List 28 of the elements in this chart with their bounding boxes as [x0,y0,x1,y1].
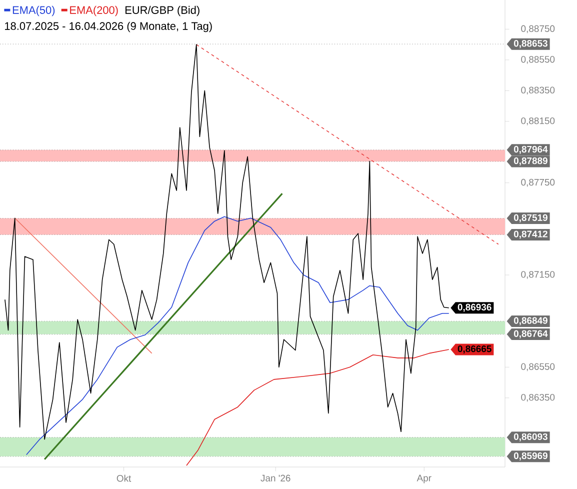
y-tick-label: 0,88550 [521,56,555,64]
legend-label: EMA(200) [70,6,118,16]
y-tick-label: 0,86350 [521,394,555,402]
ref-line-label: 0,86764 [514,330,548,338]
data-label: 0,86665 [458,345,492,354]
data-label: 0,86936 [458,304,492,312]
ref-line-label: 0,87519 [514,214,548,222]
ref-line-label: 0,86849 [514,317,548,326]
line-series [26,216,450,456]
y-tick-label: 0,86550 [521,363,555,372]
y-tick-label: 0,88150 [521,117,555,126]
y-tick-label: 0,88350 [521,86,555,95]
ref-line-label: 0,86093 [514,433,548,442]
line-series [186,349,450,466]
ref-line-label: 0,85969 [514,452,548,460]
ref-line-label: 0,87889 [514,157,548,166]
y-tick-label: 0,88750 [521,25,555,34]
legend-label: EMA(50) [12,6,55,16]
text: EUR/GBP (Bid) [126,6,200,16]
ref-line-label: 0,87964 [514,146,548,154]
text: 18.07.2025 - 16.04.2026 (9 Monate, 1 Tag) [5,22,212,32]
ref-line-label: 0,88653 [514,40,548,48]
x-tick-label: Jan '26 [260,474,290,482]
ref-line-label: 0,87412 [514,230,548,239]
y-tick-label: 0,87150 [521,271,555,279]
x-tick-label: Apr [416,474,432,484]
x-tick-label: Okt [116,474,132,482]
y-tick-label: 0,87750 [521,178,555,187]
